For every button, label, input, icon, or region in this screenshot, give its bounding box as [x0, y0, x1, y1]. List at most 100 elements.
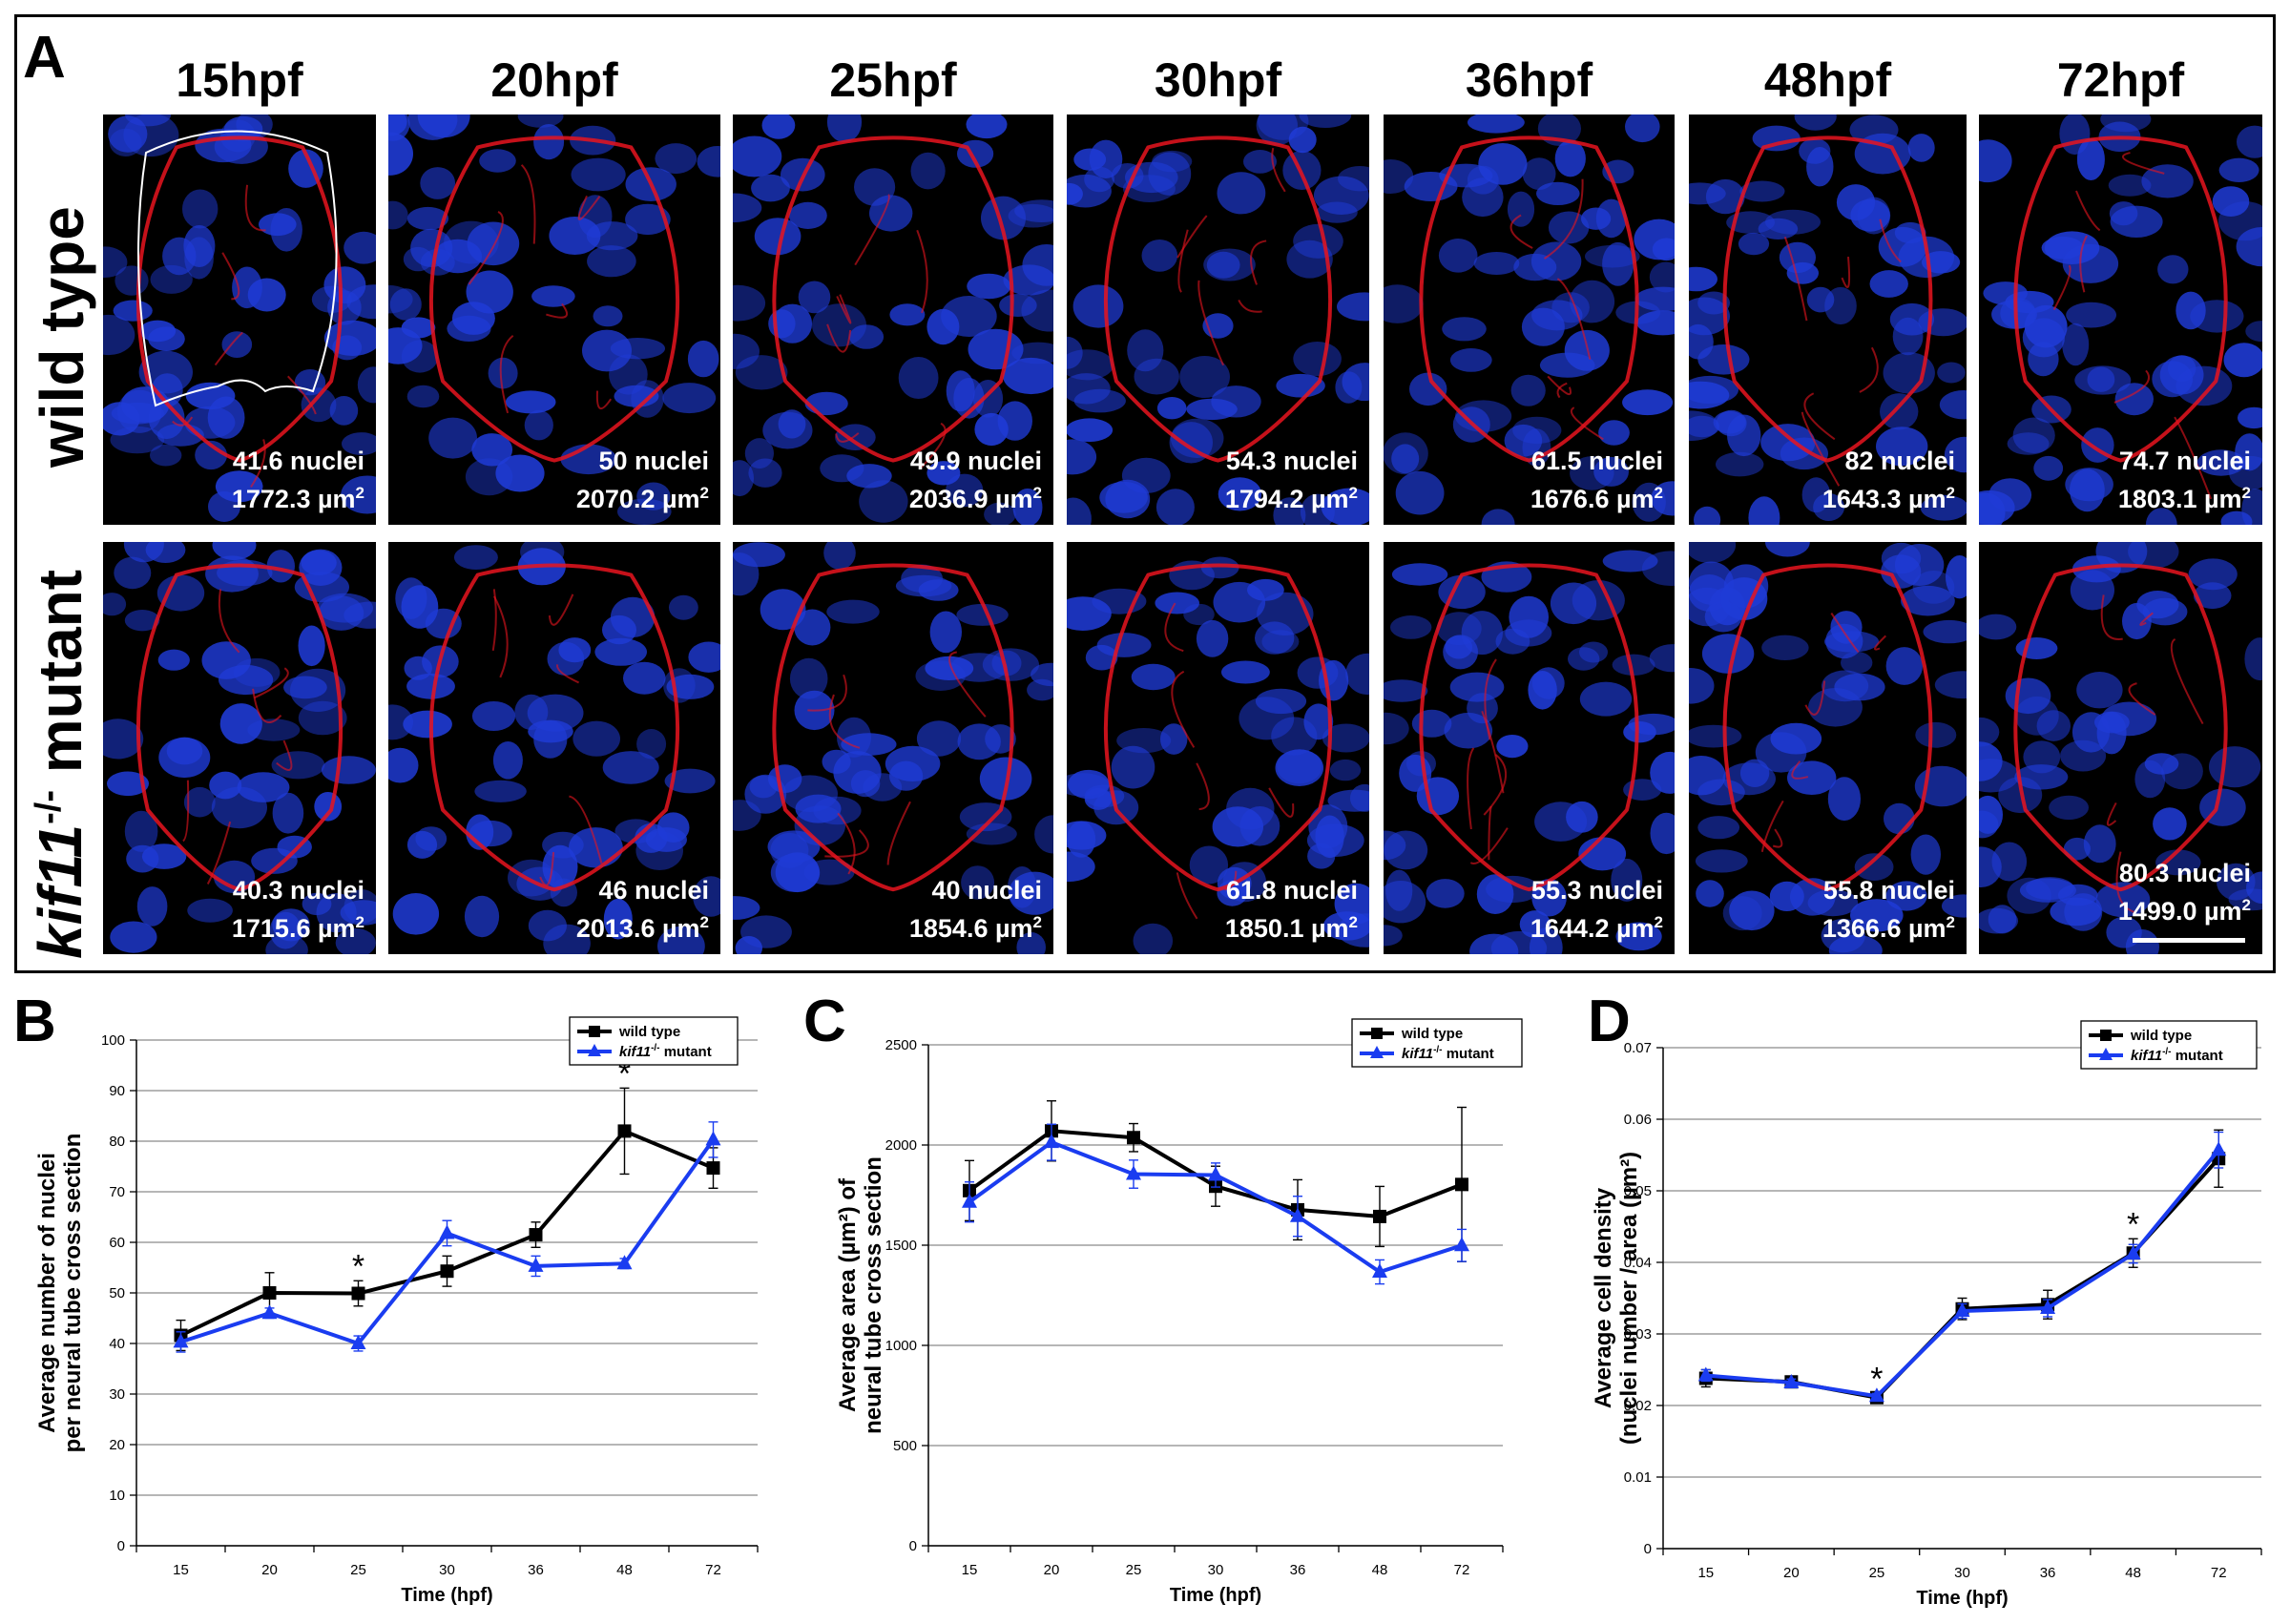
- data-point-triangle: [1697, 1366, 1714, 1382]
- area-unit-sup: 2: [2241, 896, 2251, 914]
- micrograph-wild-type-1: 50 nuclei 2070.2 µm2: [388, 115, 720, 525]
- y-tick-label: 1000: [885, 1338, 917, 1354]
- legend-label: wild type: [1401, 1026, 1463, 1042]
- data-point-square: [706, 1161, 720, 1176]
- y-tick-label: 0: [1644, 1541, 1652, 1557]
- area-value: 1366.6 µm2: [1822, 906, 1955, 945]
- area-value: 1643.3 µm2: [1822, 477, 1955, 515]
- data-point-triangle: [1208, 1166, 1223, 1181]
- y-tick-label: 0.06: [1624, 1112, 1652, 1128]
- timepoint-header: 20hpf: [490, 53, 618, 107]
- micrograph-annotation: 74.7 nuclei 1803.1 µm2: [2118, 445, 2251, 515]
- x-axis-title: Time (hpf): [401, 1585, 492, 1606]
- area-value: 2013.6 µm2: [576, 906, 709, 945]
- x-tick-label: 36: [2040, 1565, 2056, 1581]
- area-unit-sup: 2: [1654, 484, 1663, 502]
- y-tick-label: 70: [109, 1184, 125, 1200]
- legend-label: kif11-/- mutant: [2131, 1047, 2223, 1064]
- nuclei-count: 55.3 nuclei: [1530, 876, 1663, 905]
- y-tick-label: 0.02: [1624, 1398, 1652, 1414]
- data-point-square: [262, 1286, 277, 1300]
- chart-svg: 0 10 20 30 40 50 60 70 80 90 100 15 20 25 30 36 48 72 Time…: [34, 1016, 759, 1606]
- legend-marker-triangle: [2099, 1048, 2113, 1060]
- neural-tube-outline: [137, 130, 338, 407]
- x-tick-label: 36: [1290, 1562, 1306, 1578]
- y-tick-label: 500: [893, 1438, 917, 1454]
- y-tick-label: 80: [109, 1134, 125, 1150]
- micrograph-annotation: 55.8 nuclei 1366.6 µm2: [1822, 874, 1955, 945]
- timepoint-header: 48hpf: [1763, 53, 1892, 107]
- timepoint-header: 72hpf: [2056, 53, 2185, 107]
- area-unit-sup: 2: [1348, 484, 1358, 502]
- area-text: 1643.3 µm: [1822, 485, 1946, 513]
- y-tick-label: 0: [117, 1538, 125, 1554]
- area-unit-sup: 2: [699, 484, 709, 502]
- area-text: 1854.6 µm: [908, 914, 1033, 943]
- y-tick-label: 90: [109, 1083, 125, 1099]
- legend-label: wild type: [2130, 1028, 2192, 1044]
- data-point-triangle: [1454, 1237, 1469, 1252]
- legend-box: [2080, 1020, 2258, 1070]
- data-point-triangle: [1868, 1387, 1884, 1403]
- area-value: 1644.2 µm2: [1530, 906, 1663, 945]
- timepoint-header: 30hpf: [1154, 53, 1282, 107]
- data-point-triangle: [1290, 1207, 1305, 1222]
- data-point-square: [1455, 1177, 1468, 1192]
- area-unit-sup: 2: [1348, 913, 1358, 931]
- nuclei-count: 40 nuclei: [931, 876, 1042, 905]
- nuclei-count: 40.3 nuclei: [232, 876, 364, 905]
- micrograph-annotation: 40 nuclei 1854.6 µm2: [909, 874, 1042, 945]
- micrograph-annotation: 41.6 nuclei 1772.3 µm2: [232, 445, 364, 515]
- data-point-square: [440, 1264, 454, 1279]
- micrograph-annotation: 54.3 nuclei 1794.2 µm2: [1225, 445, 1358, 515]
- micrograph-wild-type-0: 41.6 nuclei 1772.3 µm2: [103, 115, 376, 525]
- legend-label: kif11-/- mutant: [1402, 1045, 1494, 1062]
- area-value: 1794.2 µm2: [1225, 477, 1358, 515]
- data-point-triangle: [962, 1193, 977, 1208]
- nuclei-count: 54.3 nuclei: [1225, 447, 1358, 475]
- data-point-triangle: [261, 1304, 278, 1320]
- y-tick-label: 40: [109, 1336, 125, 1352]
- data-point-triangle: [1044, 1134, 1059, 1149]
- area-text: 1499.0 µm: [2117, 897, 2242, 926]
- row-label-wild-type: wild type: [28, 206, 96, 468]
- panel-d-label: D: [1588, 989, 1631, 1054]
- area-value: 1803.1 µm2: [2118, 477, 2251, 515]
- row-label-gene: kif11: [26, 823, 94, 959]
- data-point-triangle: [2040, 1300, 2056, 1314]
- area-value: 1772.3 µm2: [232, 477, 364, 515]
- chart-svg: 0 500 1000 1500 2000 2500 15 20 25 30 36 48 72 Time (…: [835, 1018, 1523, 1606]
- area-value: 1854.6 µm2: [909, 906, 1042, 945]
- micrograph-wild-type-2: 49.9 nuclei 2036.9 µm2: [733, 115, 1053, 525]
- data-point-triangle: [350, 1335, 366, 1349]
- y-axis-title: (nuclei number / area (µm²): [1616, 1152, 1642, 1445]
- y-tick-label: 2000: [885, 1137, 917, 1154]
- data-point-triangle: [173, 1333, 189, 1348]
- legend-label: wild type: [618, 1024, 680, 1040]
- area-unit-sup: 2: [2241, 484, 2251, 502]
- area-value: 1715.6 µm2: [232, 906, 364, 945]
- y-tick-label: 0.01: [1624, 1469, 1652, 1486]
- y-tick-label: 30: [109, 1386, 125, 1403]
- data-point-triangle: [1126, 1165, 1141, 1180]
- y-tick-label: 0: [909, 1538, 917, 1554]
- area-unit-sup: 2: [1946, 484, 1955, 502]
- area-text: 2070.2 µm: [575, 485, 700, 513]
- x-tick-label: 72: [1454, 1562, 1470, 1578]
- data-point-triangle: [528, 1257, 544, 1272]
- micrograph-wild-type-5: 82 nuclei 1643.3 µm2: [1689, 115, 1967, 525]
- micrograph-wild-type-6: 74.7 nuclei 1803.1 µm2: [1979, 115, 2262, 525]
- x-tick-label: 30: [439, 1562, 455, 1578]
- panel-b-label: B: [13, 989, 56, 1054]
- legend-marker-square: [2100, 1030, 2112, 1041]
- nuclei-count: 74.7 nuclei: [2118, 447, 2251, 475]
- y-axis-title: neural tube cross section: [861, 1156, 886, 1434]
- panel-c-label: C: [803, 989, 846, 1054]
- x-tick-label: 15: [173, 1562, 189, 1578]
- area-text: 2036.9 µm: [908, 485, 1033, 513]
- series-line: [968, 1139, 1463, 1275]
- area-unit-sup: 2: [1946, 913, 1955, 931]
- nuclei-count: 61.8 nuclei: [1225, 876, 1358, 905]
- y-tick-label: 50: [109, 1285, 125, 1301]
- legend-marker-triangle: [588, 1044, 601, 1056]
